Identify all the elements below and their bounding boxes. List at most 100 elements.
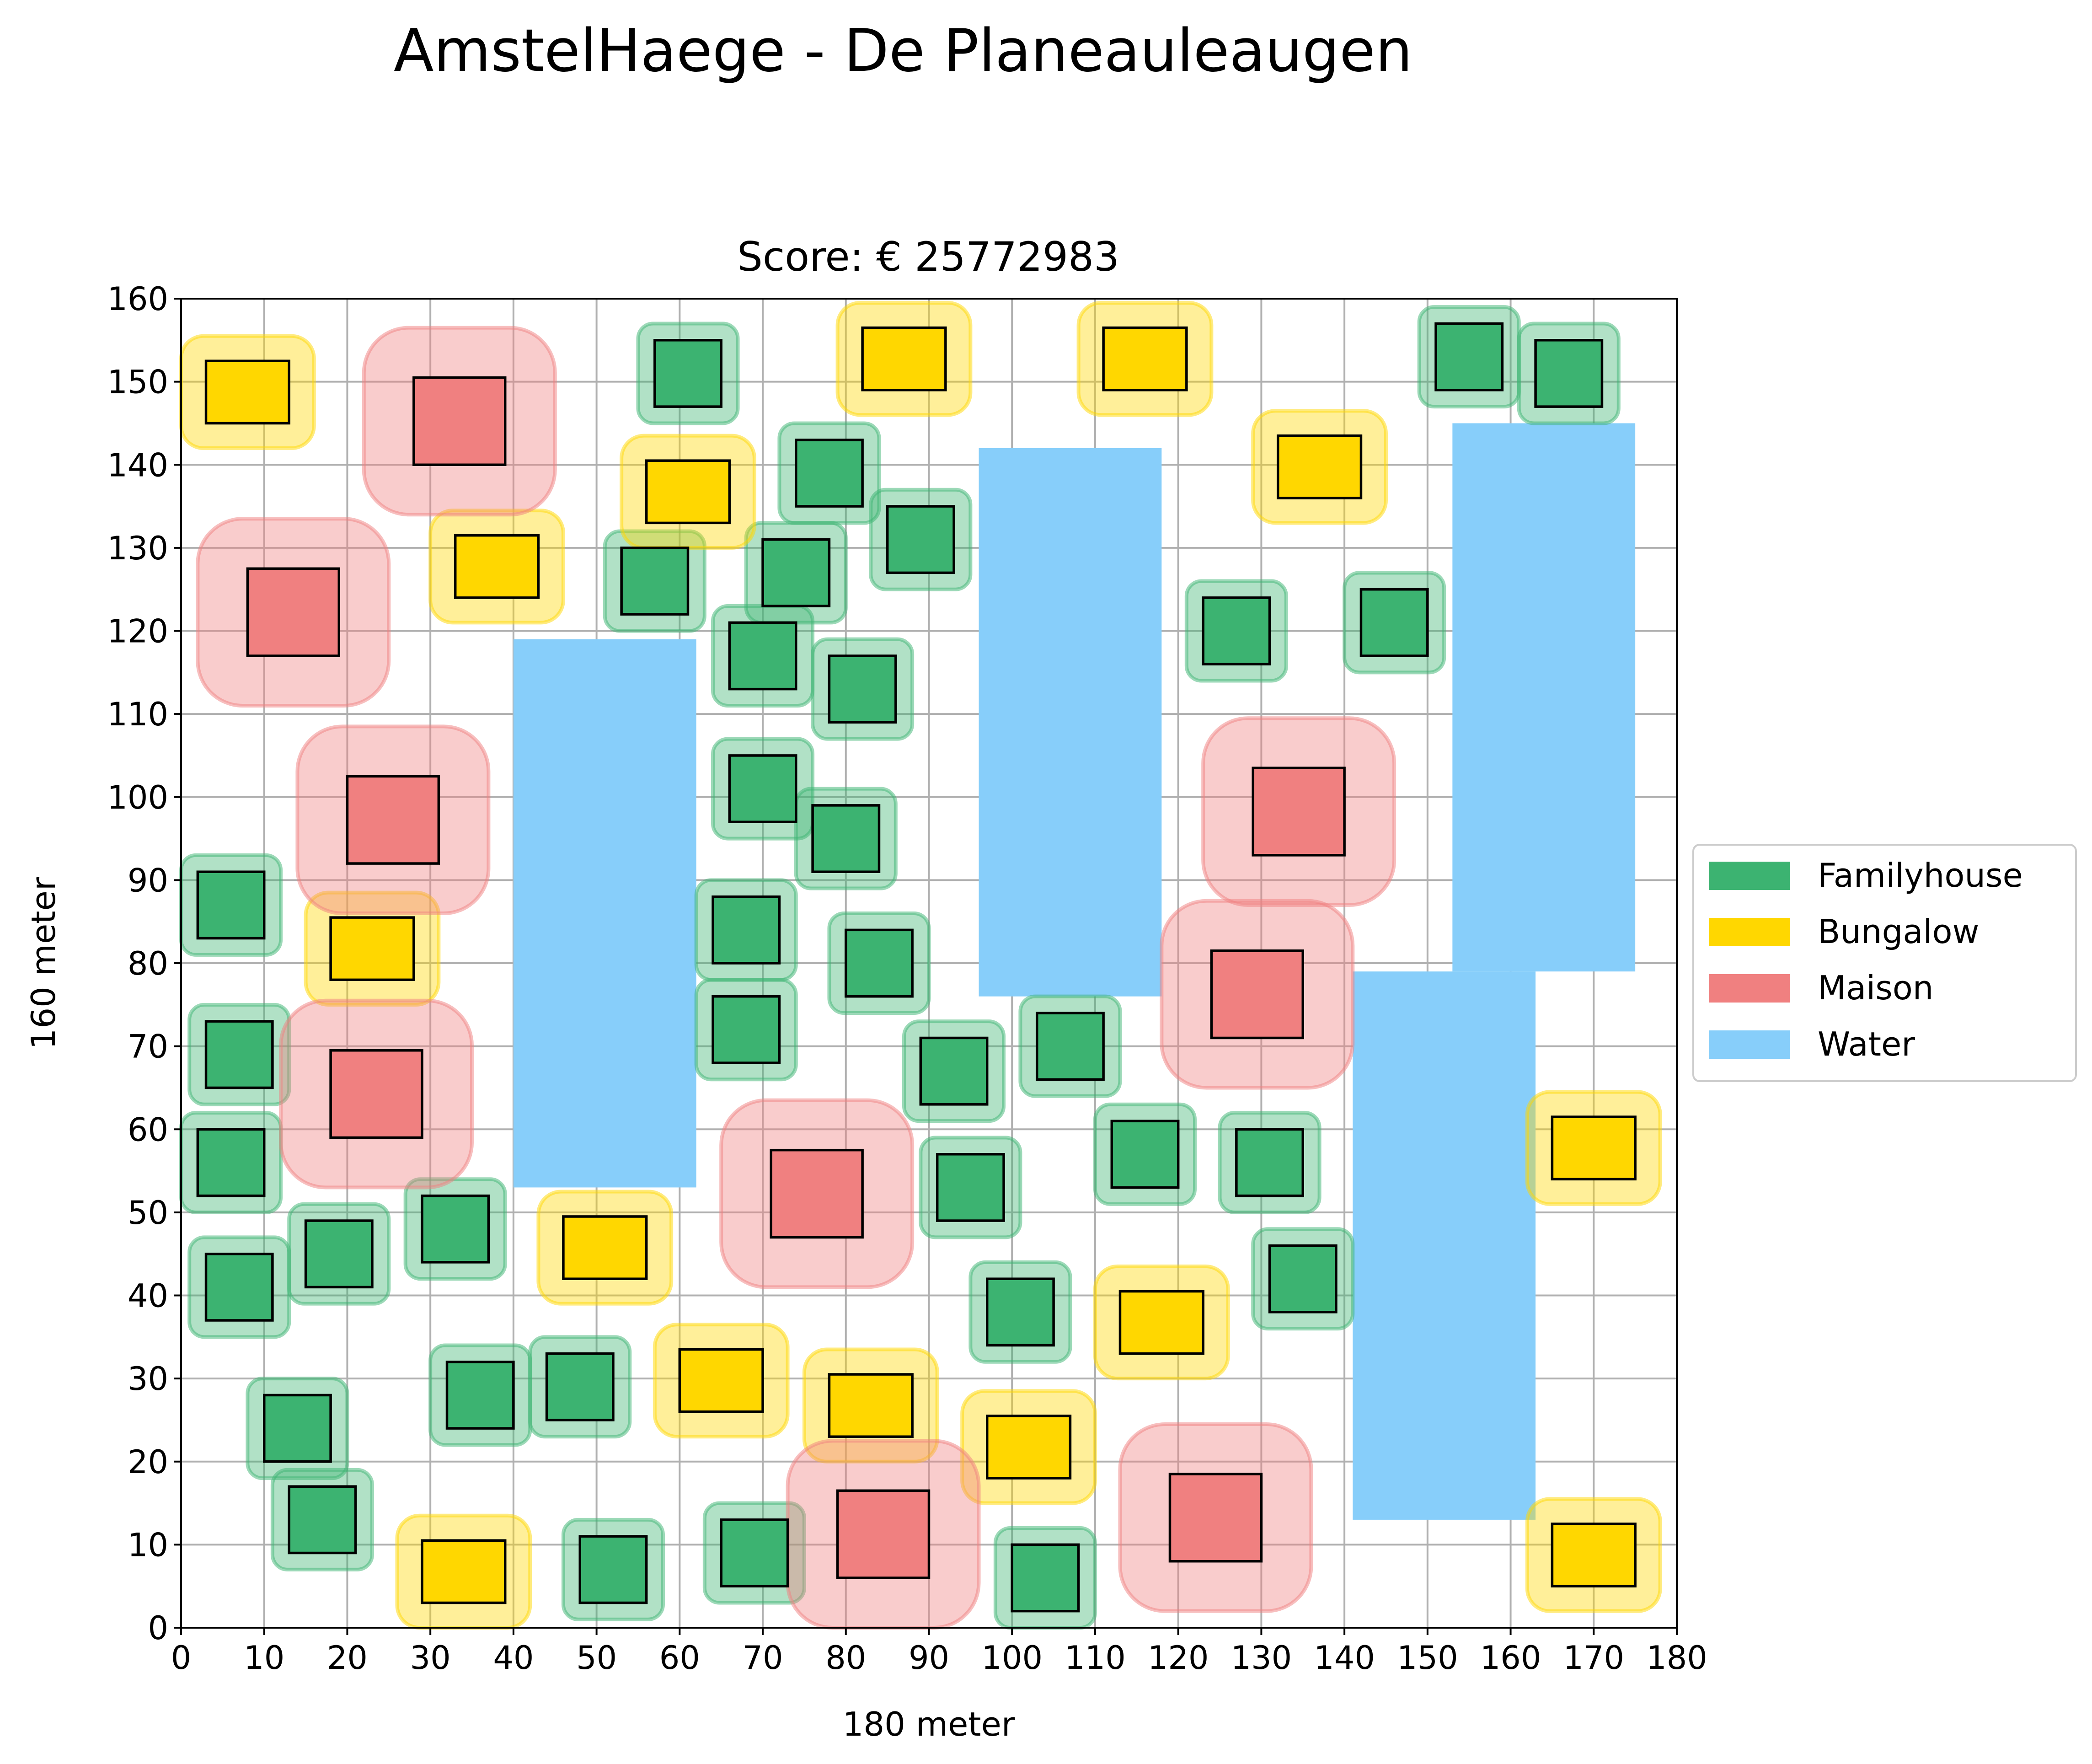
- bungalow-44: [678, 1348, 764, 1413]
- x-tick-label-0: 0: [171, 1639, 192, 1677]
- y-tick-label-8: 80: [128, 945, 168, 982]
- familyhouse-27: [985, 1277, 1055, 1347]
- x-tick-label-17: 170: [1563, 1639, 1624, 1677]
- y-tick-label-5: 50: [128, 1194, 168, 1232]
- maison-58: [1210, 949, 1304, 1040]
- chart-title: AmstelHaege - De Planeauleaugen: [394, 17, 1413, 85]
- familyhouse-8: [445, 1361, 515, 1430]
- houses: [196, 322, 1637, 1613]
- y-tick-label-1: 10: [128, 1526, 168, 1564]
- y-tick-label-13: 130: [107, 530, 168, 567]
- familyhouse-34: [1434, 322, 1504, 391]
- familyhouse-19: [728, 754, 797, 823]
- familyhouse-29: [1110, 1120, 1180, 1189]
- y-axis-ticks: 0 10 20 30 40 50 60 70 80 90 100 110 120 130 140 150 160: [107, 280, 181, 1647]
- bungalow-39: [861, 326, 947, 391]
- bungalow-37: [454, 534, 540, 599]
- x-tick-label-6: 60: [659, 1639, 700, 1677]
- x-tick-label-2: 20: [327, 1639, 368, 1677]
- y-tick-label-2: 20: [128, 1443, 168, 1481]
- familyhouse-10: [578, 1535, 648, 1604]
- x-tick-label-14: 140: [1314, 1639, 1375, 1677]
- maison-55: [770, 1148, 864, 1239]
- legend-swatch-familyhouse: [1709, 862, 1790, 890]
- y-tick-label-10: 100: [107, 779, 168, 816]
- legend-frame: [1692, 844, 2077, 1082]
- chart-subtitle: Score: € 25772983: [737, 233, 1119, 280]
- y-tick-label-7: 70: [128, 1028, 168, 1066]
- maison-54: [329, 1049, 423, 1139]
- water-area-1: [979, 448, 1162, 997]
- x-tick-label-5: 50: [576, 1639, 617, 1677]
- y-tick-label-14: 140: [107, 446, 168, 484]
- x-tick-label-15: 150: [1397, 1639, 1458, 1677]
- bungalow-47: [1118, 1290, 1204, 1355]
- familyhouse-6: [262, 1394, 332, 1463]
- bungalow-45: [828, 1373, 914, 1438]
- x-tick-label-9: 90: [909, 1639, 949, 1677]
- x-tick-label-12: 120: [1148, 1639, 1209, 1677]
- familyhouse-9: [545, 1352, 615, 1421]
- y-tick-label-4: 40: [128, 1277, 168, 1315]
- bungalow-36: [204, 359, 290, 425]
- familyhouse-23: [712, 995, 781, 1064]
- familyhouse-30: [1235, 1128, 1305, 1197]
- familyhouse-2: [196, 1128, 266, 1197]
- y-tick-label-15: 150: [107, 364, 168, 401]
- legend-label-bungalow: Bungalow: [1818, 912, 1979, 951]
- familyhouse-26: [1035, 1012, 1105, 1081]
- familyhouse-4: [304, 1219, 374, 1289]
- familyhouse-16: [886, 505, 955, 574]
- legend-label-water: Water: [1818, 1025, 1915, 1063]
- x-tick-label-7: 70: [743, 1639, 783, 1677]
- y-tick-label-12: 120: [107, 613, 168, 650]
- legend-swatch-maison: [1709, 974, 1790, 1003]
- water-areas: [513, 423, 1636, 1520]
- familyhouse-14: [794, 439, 864, 508]
- familyhouse-33: [1359, 588, 1429, 657]
- familyhouse-3: [204, 1252, 274, 1322]
- familyhouse-11: [720, 1518, 789, 1587]
- familyhouse-0: [196, 870, 266, 940]
- x-tick-label-10: 100: [981, 1639, 1043, 1677]
- water-area-3: [1353, 971, 1536, 1520]
- x-tick-label-18: 180: [1646, 1639, 1707, 1677]
- x-tick-label-8: 80: [825, 1639, 866, 1677]
- legend: Familyhouse Bungalow Maison Water: [1692, 844, 2077, 1082]
- familyhouse-15: [761, 538, 831, 607]
- y-tick-label-0: 0: [148, 1609, 168, 1647]
- x-tick-label-16: 160: [1480, 1639, 1541, 1677]
- familyhouse-13: [620, 547, 690, 616]
- familyhouse-31: [1268, 1244, 1338, 1314]
- bungalow-49: [1551, 1115, 1637, 1180]
- bungalow-41: [1276, 434, 1363, 499]
- x-tick-label-11: 110: [1065, 1639, 1126, 1677]
- water-area-2: [1452, 423, 1636, 972]
- familyhouse-18: [828, 654, 897, 724]
- legend-label-familyhouse: Familyhouse: [1818, 856, 2023, 895]
- y-tick-label-3: 30: [128, 1360, 168, 1398]
- y-tick-label-9: 90: [128, 862, 168, 899]
- familyhouse-17: [728, 621, 797, 691]
- y-tick-label-11: 110: [107, 696, 168, 733]
- x-tick-label-1: 10: [244, 1639, 284, 1677]
- y-axis-label: 160 meter: [24, 877, 63, 1049]
- bungalow-38: [645, 459, 731, 525]
- x-tick-label-3: 30: [410, 1639, 451, 1677]
- maison-59: [1168, 1473, 1263, 1563]
- familyhouse-24: [919, 1036, 989, 1106]
- familyhouse-7: [288, 1485, 357, 1555]
- familyhouse-22: [845, 928, 914, 998]
- x-axis-label: 180 meter: [843, 1705, 1015, 1743]
- bungalow-42: [329, 916, 415, 981]
- familyhouse-1: [204, 1020, 274, 1089]
- x-axis-ticks: 0 10 20 30 40 50 60 70 80 90 100 110 120 130 140 150 160…: [171, 1628, 1707, 1677]
- familyhouse-25: [936, 1153, 1005, 1222]
- bungalow-40: [1102, 326, 1188, 391]
- x-tick-label-4: 40: [493, 1639, 534, 1677]
- familyhouse-21: [712, 895, 781, 965]
- legend-swatch-bungalow: [1709, 918, 1790, 946]
- bungalow-46: [985, 1415, 1072, 1480]
- familyhouse-35: [1534, 339, 1604, 408]
